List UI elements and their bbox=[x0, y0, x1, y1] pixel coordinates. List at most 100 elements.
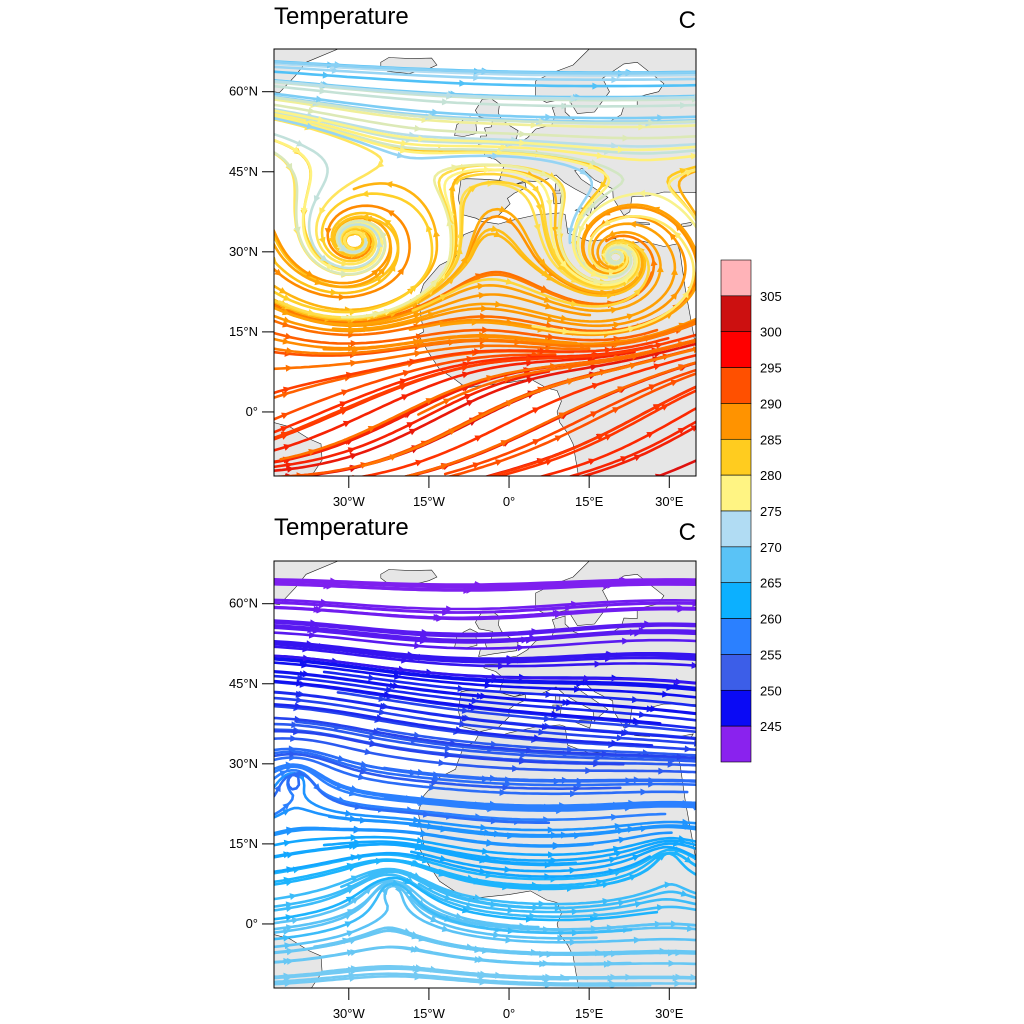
streamline-arrow bbox=[532, 407, 540, 414]
streamline-arrow bbox=[293, 728, 301, 736]
streamline-arrow bbox=[690, 973, 696, 981]
streamline-arrow bbox=[652, 206, 661, 214]
streamline bbox=[579, 425, 696, 476]
streamline-arrow bbox=[414, 642, 422, 650]
streamline-arrow bbox=[656, 265, 664, 273]
streamline-arrow bbox=[562, 327, 570, 335]
streamline-arrow bbox=[348, 842, 357, 850]
streamline-arrow bbox=[431, 778, 439, 786]
streamline-arrow bbox=[490, 740, 498, 748]
streamline-arrow bbox=[274, 784, 281, 793]
x-tick-label: 15°W bbox=[413, 494, 446, 509]
streamline-arrow bbox=[677, 427, 686, 435]
streamline-arrow bbox=[696, 257, 703, 265]
streamline-arrow bbox=[391, 879, 400, 887]
streamline-arrow bbox=[283, 972, 291, 980]
streamline-arrow bbox=[279, 770, 287, 777]
streamline-arrow bbox=[296, 696, 304, 704]
axes-bottom: 60°N 45°N 30°N 15°N 0° 30°W 15°W 0° 15°E 30°E bbox=[229, 596, 684, 1021]
streamline-arrow bbox=[640, 788, 648, 796]
streamline bbox=[274, 696, 696, 745]
streamline bbox=[322, 839, 696, 862]
streamline-arrow bbox=[606, 292, 614, 300]
streamline-arrow bbox=[295, 690, 303, 698]
streamline-arrow bbox=[480, 692, 488, 700]
streamline bbox=[274, 704, 696, 751]
streamline-arrow bbox=[588, 458, 596, 465]
streamline-arrow bbox=[409, 284, 418, 292]
streamline-arrow bbox=[408, 428, 417, 436]
streamline bbox=[274, 204, 411, 299]
streamline-arrow bbox=[292, 146, 301, 154]
streamline-arrow bbox=[648, 119, 656, 127]
streamline-arrow bbox=[538, 258, 546, 266]
streamline-arrow bbox=[554, 609, 563, 617]
streamline-arrow bbox=[532, 185, 539, 194]
streamline-arrow bbox=[291, 917, 300, 924]
streamline-arrow bbox=[294, 715, 302, 723]
streamline-arrow bbox=[414, 350, 422, 358]
streamline-arrow bbox=[634, 629, 642, 637]
streamline-arrow bbox=[507, 927, 515, 935]
streamline-arrow bbox=[669, 232, 677, 241]
streamline-arrow bbox=[430, 965, 438, 973]
streamline-arrow bbox=[555, 805, 563, 813]
streamline-arrow bbox=[440, 825, 448, 833]
streamline-arrow bbox=[354, 839, 362, 847]
streamline-arrow bbox=[530, 121, 538, 129]
streamline-arrow bbox=[466, 400, 475, 407]
streamline-arrow bbox=[377, 267, 385, 275]
streamline-arrow bbox=[632, 854, 640, 862]
streamline-arrow bbox=[566, 885, 574, 892]
streamline-arrow bbox=[621, 729, 629, 737]
streamline bbox=[274, 851, 652, 878]
streamline-arrow bbox=[441, 98, 450, 106]
streamline-arrow bbox=[539, 960, 547, 968]
streamline-arrow bbox=[476, 476, 484, 483]
streamline-arrow bbox=[347, 447, 356, 454]
streamline-arrow bbox=[567, 363, 575, 371]
streamline-arrow bbox=[589, 915, 598, 923]
streamline-arrow bbox=[468, 185, 477, 193]
streamline-arrow bbox=[282, 802, 290, 810]
streamline-arrow bbox=[679, 838, 688, 845]
streamline-arrow bbox=[415, 333, 424, 341]
streamline-arrow bbox=[417, 797, 425, 805]
streamline-arrow bbox=[465, 904, 473, 911]
streamline-arrow bbox=[319, 254, 328, 262]
streamline-arrow bbox=[640, 825, 648, 833]
streamline-arrow bbox=[505, 278, 514, 285]
streamline-arrow bbox=[611, 739, 619, 747]
streamline-arrow bbox=[637, 189, 645, 197]
streamline-arrow bbox=[312, 627, 320, 635]
streamline-arrow bbox=[518, 757, 527, 765]
streamline-arrow bbox=[455, 246, 463, 255]
streamline-arrow bbox=[448, 338, 456, 346]
streamline-arrow bbox=[544, 861, 552, 869]
streamline-arrow bbox=[484, 166, 491, 174]
streamline-arrow bbox=[326, 262, 335, 270]
streamline-arrow bbox=[319, 207, 326, 216]
streamline bbox=[274, 631, 696, 650]
streamline-arrow bbox=[525, 915, 534, 923]
streamline-arrow bbox=[698, 901, 706, 908]
streamline-arrow bbox=[283, 934, 291, 942]
streamline-arrow bbox=[401, 394, 409, 401]
streamline bbox=[417, 339, 696, 416]
streamline-arrow bbox=[441, 925, 450, 932]
streamline-arrow bbox=[401, 139, 409, 147]
y-tick-label: 45°N bbox=[229, 676, 258, 691]
streamline-arrow bbox=[561, 776, 569, 784]
streamline-arrow bbox=[596, 433, 605, 441]
x-tick-label: 15°E bbox=[575, 494, 604, 509]
streamline-arrow bbox=[602, 898, 610, 905]
streamline bbox=[274, 645, 696, 668]
streamline-arrow bbox=[399, 146, 408, 154]
streamline-arrow bbox=[664, 881, 672, 889]
streamline-arrow bbox=[376, 714, 384, 722]
streamline-arrow bbox=[525, 746, 534, 754]
streamline-arrow bbox=[433, 477, 441, 484]
streamline-arrow bbox=[587, 162, 596, 170]
streamline-arrow bbox=[466, 586, 474, 594]
streamline-arrow bbox=[662, 690, 670, 698]
